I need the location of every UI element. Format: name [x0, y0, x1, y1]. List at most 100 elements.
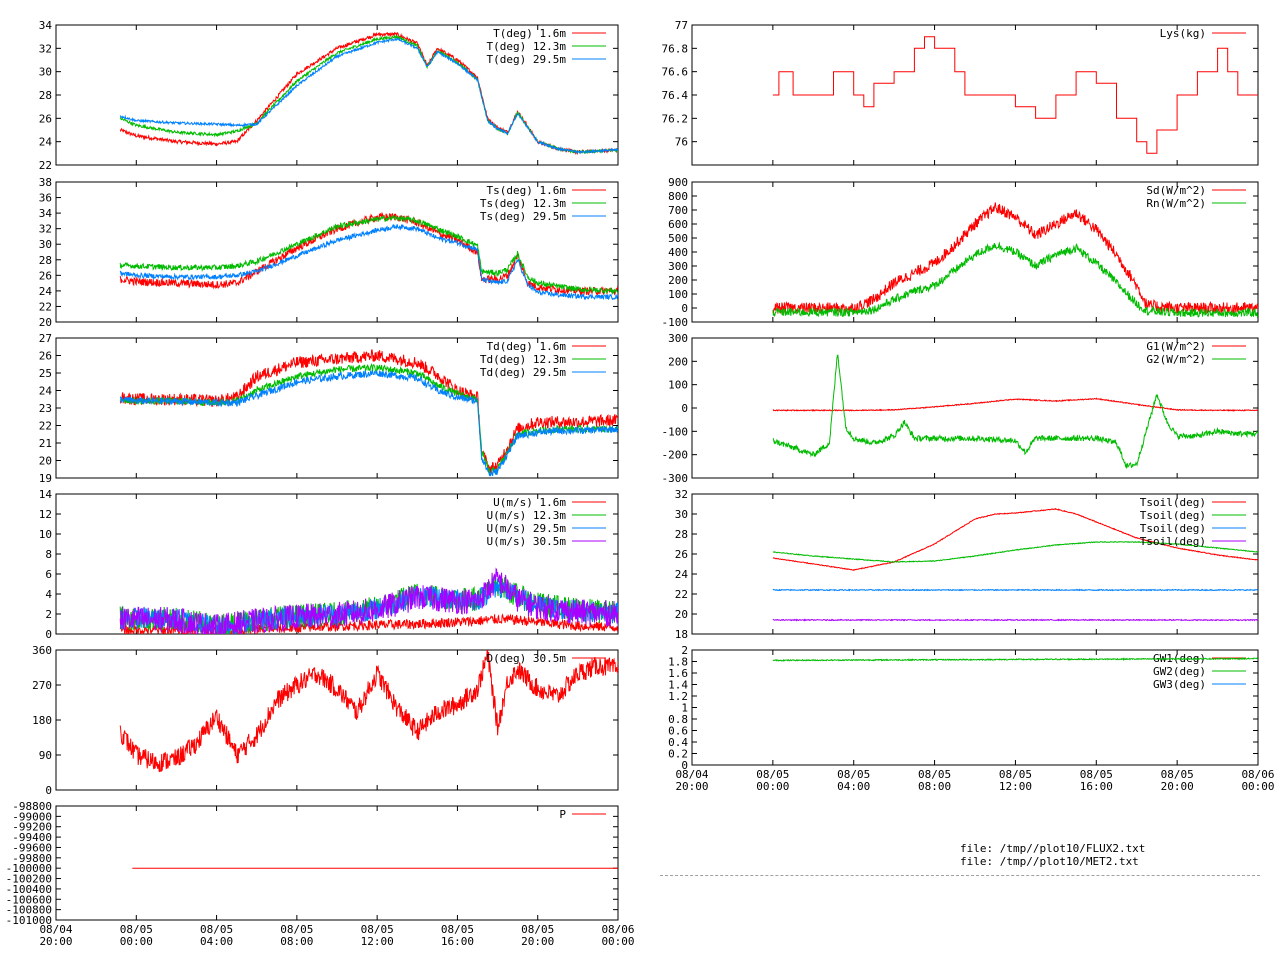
legend-label: U(m/s) 30.5m	[487, 535, 567, 548]
legend-label: Ts(deg) 12.3m	[480, 197, 566, 210]
y-tick-label: 24	[675, 568, 689, 581]
y-tick-label: 32	[675, 488, 688, 501]
y-tick-label: 2	[45, 608, 52, 621]
y-tick-label: 4	[45, 588, 52, 601]
y-tick-label: 23	[39, 402, 52, 415]
x-tick-label: 08/05	[200, 923, 233, 936]
y-tick-label: 1.8	[668, 656, 688, 669]
y-tick-label: 360	[32, 644, 52, 657]
y-tick-label: 36	[39, 192, 52, 205]
plot-frame	[55, 649, 619, 791]
series-line-radiation-1	[772, 241, 1258, 318]
legend-label: Tsoil(deg)	[1140, 496, 1206, 509]
x-tick-label: 12:00	[999, 780, 1032, 793]
y-tick-label: 34	[39, 207, 53, 220]
x-tick-label: 08/05	[1161, 768, 1194, 781]
y-tick-label: 0	[45, 784, 52, 797]
x-tick-label: 00:00	[601, 935, 634, 948]
series-line-ground_flux-1	[772, 354, 1258, 469]
y-tick-label: 20	[675, 608, 688, 621]
y-tick-label: 2	[681, 644, 688, 657]
x-tick-label: 08/05	[756, 768, 789, 781]
legend-label: U(m/s) 29.5m	[487, 522, 567, 535]
y-tick-label: 0	[681, 402, 688, 415]
legend-label: G2(W/m^2)	[1146, 353, 1206, 366]
x-tick-label: 16:00	[441, 935, 474, 948]
plot-frame	[55, 805, 619, 921]
x-tick-label: 08/05	[999, 768, 1032, 781]
file-label-flux: file: /tmp//plot10/FLUX2.txt	[960, 842, 1146, 855]
y-tick-label: -100	[662, 316, 689, 329]
series-line-dewpoint-0	[119, 349, 618, 475]
y-tick-label: 77	[675, 19, 688, 32]
y-tick-label: 24	[39, 285, 53, 298]
y-tick-label: 0.8	[668, 713, 688, 726]
plot-frame	[55, 493, 619, 635]
legend-label: T(deg) 29.5m	[487, 53, 567, 66]
y-tick-label: 28	[39, 89, 52, 102]
y-tick-label: -300	[662, 472, 689, 485]
y-tick-label: 6	[45, 568, 52, 581]
series-line-wind_speed-2	[119, 578, 618, 634]
legend-label: GW3(deg)	[1153, 678, 1206, 691]
x-tick-label: 16:00	[1080, 780, 1113, 793]
y-tick-label: 0	[681, 759, 688, 772]
x-tick-label: 00:00	[1241, 780, 1274, 793]
legend-label: Td(deg) 29.5m	[480, 366, 566, 379]
x-tick-label: 00:00	[756, 780, 789, 793]
y-tick-label: 20	[39, 455, 52, 468]
panel-ground_flux: -300 -200 -100 0 100 200 300 G1(W/m^2)G2(W/m^2)	[662, 332, 1259, 485]
series-line-dewpoint-2	[119, 369, 618, 477]
y-tick-label: 500	[668, 232, 688, 245]
y-tick-label: -99400	[12, 831, 52, 844]
y-tick-label: 26	[675, 548, 688, 561]
x-tick-label: 20:00	[521, 935, 554, 948]
y-tick-label: 270	[32, 679, 52, 692]
x-tick-label: 08/06	[601, 923, 634, 936]
y-tick-label: -100	[662, 425, 689, 438]
y-tick-label: 900	[668, 176, 688, 189]
y-tick-label: 1	[681, 702, 688, 715]
x-tick-label: 04:00	[200, 935, 233, 948]
y-tick-label: 28	[39, 254, 52, 267]
x-tick-label: 08:00	[918, 780, 951, 793]
series-line-lysimeter-0	[772, 36, 1258, 154]
legend-label: G1(W/m^2)	[1146, 340, 1206, 353]
legend-label: U(m/s) 1.6m	[493, 496, 566, 509]
y-tick-label: 21	[39, 437, 52, 450]
panel-gw: 00.20.40.60.811.21.41.61.8208/0420:0008/…	[668, 644, 1274, 793]
legend-label: D(deg) 30.5m	[487, 652, 567, 665]
x-tick-label: 12:00	[361, 935, 394, 948]
y-tick-label: 24	[39, 385, 53, 398]
x-tick-label: 08/05	[120, 923, 153, 936]
series-line-wind_dir-0	[119, 650, 618, 773]
legend-label: GW2(deg)	[1153, 665, 1206, 678]
y-tick-label: 1.4	[668, 679, 688, 692]
y-tick-label: 28	[675, 528, 688, 541]
y-tick-label: 1.6	[668, 667, 688, 680]
series-line-soil_temp-2	[772, 588, 1258, 592]
plot-frame	[691, 493, 1259, 635]
y-tick-label: -99000	[12, 810, 52, 823]
y-tick-label: 76.4	[662, 89, 689, 102]
panel-lysimeter: 76 76.2 76.4 76.6 76.8 77 Lys(kg)	[662, 19, 1259, 166]
x-tick-label: 08/05	[837, 768, 870, 781]
series-line-air_temp-2	[119, 37, 618, 155]
legend-label: Td(deg) 1.6m	[487, 340, 567, 353]
panel-soil_temp: 1820222426283032Tsoil(deg)Tsoil(deg)Tsoi…	[675, 488, 1259, 641]
y-tick-label: 34	[39, 19, 53, 32]
legend-label: Lys(kg)	[1160, 27, 1206, 40]
x-tick-label: 08/05	[280, 923, 313, 936]
x-tick-label: 08:00	[280, 935, 313, 948]
y-tick-label: 200	[668, 355, 688, 368]
series-line-soil_temp-1	[772, 540, 1258, 563]
x-tick-label: 20:00	[39, 935, 72, 948]
y-tick-label: 300	[668, 260, 688, 273]
y-tick-label: 30	[39, 238, 52, 251]
legend-label: Ts(deg) 29.5m	[480, 210, 566, 223]
y-tick-label: 600	[668, 218, 688, 231]
y-tick-label: 32	[39, 42, 52, 55]
series-line-radiation-0	[772, 202, 1258, 315]
